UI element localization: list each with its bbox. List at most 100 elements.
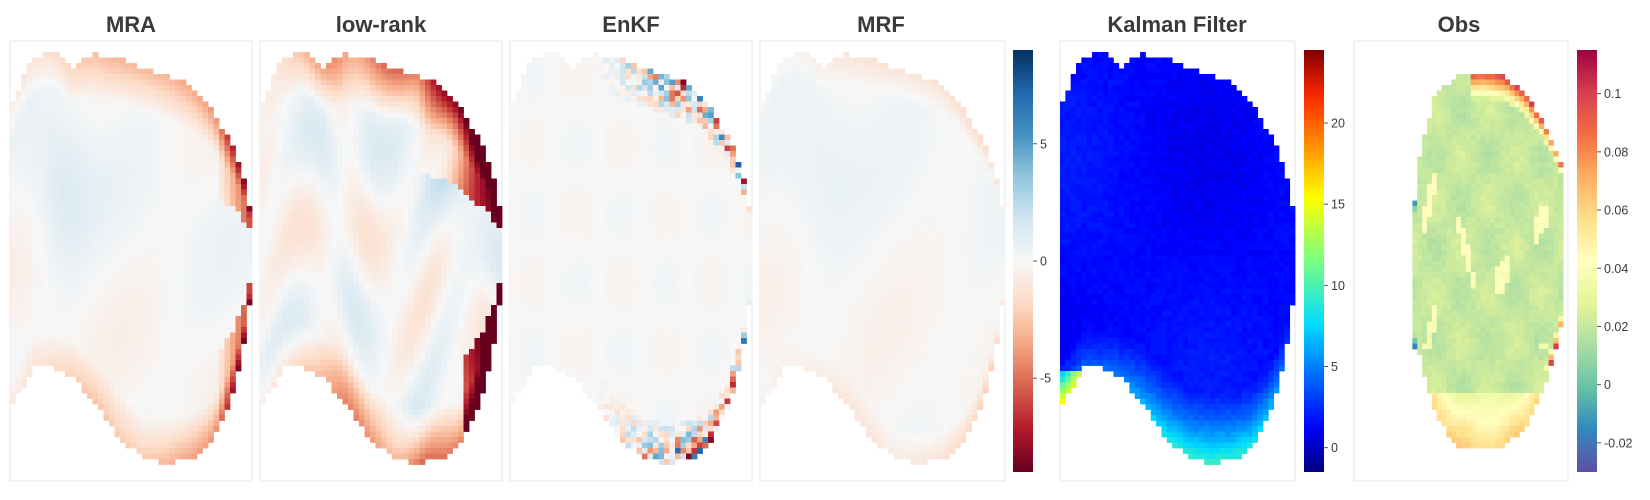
heatmap-cell (21, 123, 27, 130)
heatmap-cell (458, 354, 464, 361)
heatmap-cell (408, 79, 415, 86)
heatmap-cell (480, 299, 486, 306)
heatmap-cell (474, 321, 481, 328)
heatmap-cell (342, 151, 349, 157)
heatmap-cell (125, 442, 132, 449)
heatmap-cell (469, 222, 475, 229)
heatmap-cell (392, 261, 398, 267)
heatmap-cell (114, 222, 121, 229)
heatmap-cell (59, 63, 66, 69)
heatmap-cell (136, 151, 143, 157)
heatmap-cell (331, 134, 338, 141)
heatmap-cell (246, 261, 253, 267)
heatmap-cell (337, 85, 343, 91)
heatmap-cell (43, 244, 49, 251)
heatmap-cell (331, 129, 338, 135)
heatmap-cell (408, 316, 415, 322)
heatmap-cell (224, 360, 231, 366)
heatmap-cell (175, 382, 181, 388)
heatmap-cell (186, 244, 192, 251)
heatmap-cell (142, 261, 148, 267)
heatmap-cell (136, 409, 143, 416)
heatmap-cell (397, 376, 404, 383)
heatmap-cell (315, 233, 321, 240)
heatmap-cell (109, 415, 115, 421)
heatmap-cell (208, 316, 214, 322)
heatmap-cell (65, 96, 71, 102)
heatmap-cell (48, 244, 55, 251)
heatmap-cell (408, 200, 415, 207)
heatmap-cell (158, 360, 165, 366)
heatmap-cell (208, 376, 214, 383)
heatmap-cell (186, 332, 192, 339)
heatmap-cell (136, 420, 143, 427)
heatmap-cell (408, 101, 415, 108)
heatmap-cell (381, 332, 387, 339)
heatmap-cell (213, 409, 220, 416)
heatmap-cell (191, 129, 198, 135)
heatmap-cell (98, 398, 104, 405)
heatmap-cell (92, 222, 99, 229)
heatmap-cell (430, 233, 437, 240)
heatmap-cell (136, 112, 143, 119)
heatmap-cell (92, 156, 99, 163)
heatmap-cell (425, 332, 431, 339)
heatmap-cell (342, 255, 349, 262)
heatmap-cell (120, 299, 126, 306)
heatmap-cell (309, 173, 316, 179)
heatmap-cell (408, 129, 415, 135)
heatmap-cell (48, 239, 55, 245)
heatmap-cell (70, 206, 77, 212)
heatmap-cell (147, 206, 154, 212)
heatmap-cell (142, 354, 148, 361)
heatmap-cell (375, 178, 382, 185)
heatmap-cell (419, 162, 426, 168)
heatmap-cell (414, 85, 420, 91)
heatmap-cell (309, 365, 316, 372)
heatmap-cell (10, 211, 16, 218)
heatmap-cell (386, 162, 393, 168)
heatmap-cell (175, 211, 181, 218)
heatmap-cell (197, 250, 203, 256)
heatmap-cell (224, 189, 231, 196)
heatmap-cell (458, 140, 464, 146)
heatmap-cell (397, 360, 404, 366)
heatmap-cell (98, 200, 104, 207)
heatmap-cell (463, 288, 470, 295)
heatmap-cell (208, 415, 214, 421)
heatmap-cell (364, 173, 371, 179)
heatmap-cell (425, 343, 431, 350)
heatmap-cell (21, 173, 27, 179)
heatmap-cell (458, 250, 464, 256)
heatmap-cell (293, 343, 299, 350)
heatmap-cell (447, 184, 453, 190)
heatmap-cell (43, 332, 49, 339)
heatmap-cell (397, 233, 404, 240)
heatmap-cell (241, 327, 247, 333)
heatmap-cell (397, 140, 404, 146)
heatmap-cell (458, 332, 464, 339)
heatmap-cell (197, 217, 203, 223)
heatmap-cell (158, 327, 165, 333)
heatmap-cell (403, 321, 409, 328)
heatmap-cell (180, 349, 187, 355)
heatmap-cell (342, 211, 349, 218)
heatmap-cell (219, 200, 225, 207)
heatmap-cell (458, 222, 464, 229)
heatmap-cell (397, 266, 404, 273)
heatmap-cell (65, 305, 71, 311)
heatmap-cell (271, 338, 277, 344)
heatmap-cell (114, 426, 121, 432)
heatmap-cell (441, 371, 448, 377)
heatmap-cell (202, 123, 209, 130)
heatmap-cell (81, 123, 88, 130)
heatmap-cell (293, 85, 299, 91)
heatmap-cell (147, 184, 154, 190)
heatmap-cell (70, 178, 77, 185)
heatmap-cell (191, 415, 198, 421)
heatmap-cell (208, 239, 214, 245)
heatmap-cell (485, 288, 492, 295)
heatmap-cell (180, 140, 187, 146)
heatmap-cell (213, 228, 220, 234)
heatmap-cell (474, 365, 481, 372)
